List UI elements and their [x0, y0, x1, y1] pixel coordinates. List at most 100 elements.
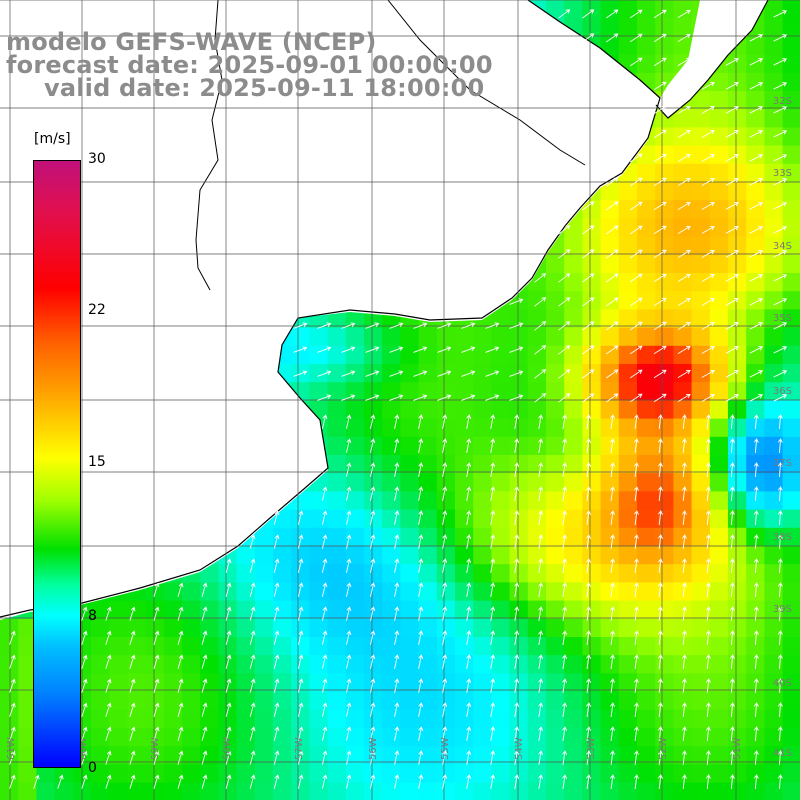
wind-cell: [382, 673, 401, 693]
wind-arrow: [418, 486, 424, 501]
wind-cell: [364, 418, 383, 438]
wind-arrow: [749, 322, 764, 330]
wind-cell: [527, 418, 547, 438]
wind-cell: [182, 728, 201, 747]
wind-arrow: [394, 654, 400, 669]
wind-cell: [782, 764, 800, 784]
valid-date: valid date: 2025-09-11 18:00:00: [44, 74, 485, 102]
wind-cell: [673, 309, 693, 329]
wind-cell: [436, 691, 456, 711]
wind-arrow: [538, 558, 544, 573]
wind-arrow: [701, 201, 715, 210]
wind-cell: [600, 564, 620, 583]
wind-cell: [400, 691, 420, 711]
wind-cell: [473, 546, 492, 565]
wind-arrow: [490, 558, 496, 573]
wind-cell: [618, 527, 638, 547]
wind-cell: [163, 764, 183, 784]
wind-cell: [709, 72, 729, 92]
wind-arrow: [538, 702, 544, 717]
wind-cell: [291, 764, 310, 784]
wind-cell: [509, 400, 529, 420]
wind-cell: [91, 655, 110, 674]
wind-arrow: [345, 774, 352, 789]
wind-arrow: [225, 678, 232, 693]
wind-cell: [491, 436, 511, 456]
wind-cell: [309, 345, 329, 365]
wind-cell: [709, 655, 729, 674]
wind-cell: [728, 709, 747, 729]
wind-arrow: [749, 106, 764, 114]
wind-cell: [400, 364, 420, 383]
wind-cell: [0, 673, 19, 693]
wind-cell: [618, 582, 638, 602]
wind-cell: [546, 564, 565, 583]
wind-cell: [655, 600, 674, 620]
wind-arrow: [461, 322, 476, 329]
wind-cell: [509, 509, 529, 529]
wind-cell: [782, 655, 800, 674]
wind-arrow: [9, 726, 16, 741]
wind-cell: [327, 637, 347, 656]
wind-arrow: [321, 678, 328, 693]
wind-cell: [309, 709, 329, 729]
wind-cell: [382, 764, 401, 784]
wind-cell: [618, 764, 638, 784]
wind-cell: [546, 0, 565, 19]
wind-cell: [382, 364, 401, 383]
wind-cell: [600, 728, 620, 747]
wind-cell: [382, 709, 401, 729]
wind-arrow: [341, 370, 356, 377]
longitude-label: 56W: [368, 737, 379, 760]
wind-cell: [709, 109, 729, 128]
wind-cell: [345, 637, 365, 656]
colorbar: [33, 160, 81, 768]
wind-arrow: [677, 249, 691, 258]
wind-arrow: [341, 394, 356, 401]
wind-arrow: [658, 582, 663, 598]
wind-arrow: [466, 630, 472, 645]
wind-cell: [782, 527, 800, 547]
wind-arrow: [129, 702, 136, 717]
wind-arrow: [605, 249, 619, 259]
wind-arrow: [610, 414, 615, 429]
wind-arrow: [586, 462, 591, 477]
wind-arrow: [610, 702, 615, 717]
wind-cell: [145, 600, 165, 620]
wind-cell: [764, 273, 784, 292]
wind-cell: [455, 527, 474, 547]
wind-cell: [491, 564, 511, 583]
wind-cell: [600, 218, 620, 238]
wind-cell: [455, 382, 474, 401]
wind-cell: [655, 691, 674, 711]
wind-arrow: [201, 678, 208, 693]
wind-arrow: [321, 414, 328, 429]
wind-cell: [618, 637, 638, 656]
wind-cell: [473, 345, 492, 365]
wind-cell: [382, 564, 401, 583]
wind-arrow: [677, 369, 691, 378]
wind-cell: [0, 746, 19, 765]
wind-cell: [582, 655, 602, 674]
wind-cell: [527, 291, 547, 310]
wind-cell: [418, 418, 438, 438]
wind-arrow: [605, 9, 619, 19]
wind-cell: [491, 655, 511, 674]
wind-cell: [582, 746, 602, 765]
wind-arrow: [442, 534, 448, 549]
wind-cell: [728, 564, 747, 583]
wind-arrow: [273, 726, 280, 741]
wind-cell: [637, 691, 656, 711]
wind-cell: [709, 254, 729, 274]
wind-cell: [673, 546, 693, 565]
wind-cell: [546, 637, 565, 656]
wind-cell: [746, 109, 765, 128]
wind-cell: [673, 418, 693, 438]
wind-cell: [491, 382, 511, 401]
wind-cell: [400, 527, 420, 547]
wind-cell: [764, 163, 784, 183]
wind-cell: [91, 746, 110, 765]
wind-arrow: [365, 394, 380, 401]
wind-cell: [673, 746, 693, 765]
